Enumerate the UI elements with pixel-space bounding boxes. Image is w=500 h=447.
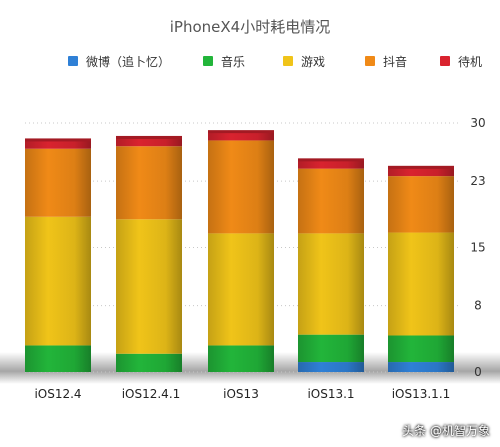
x-category-label: iOS13.1.1 <box>392 387 451 401</box>
bar-segment <box>298 362 364 372</box>
legend-item: 待机 <box>440 52 482 70</box>
bar-segment <box>298 334 364 363</box>
bar-segment <box>298 160 364 169</box>
chart-title: iPhoneX4小时耗电情况 <box>169 18 331 36</box>
x-category-label: iOS13 <box>223 387 259 401</box>
bar-segment <box>208 132 274 141</box>
bar-top-cap <box>25 138 91 142</box>
bar-segment <box>388 176 454 233</box>
bar-segment <box>388 335 454 363</box>
legend-item: 抖音 <box>365 52 407 70</box>
legend-swatch <box>203 56 213 66</box>
legend-label: 微博（追卜忆） <box>86 54 171 69</box>
legend-label: 音乐 <box>221 54 246 69</box>
y-tick-label: 23 <box>470 174 485 188</box>
bar-top-cap <box>298 158 364 162</box>
bar-segment <box>298 233 364 335</box>
x-category-label: iOS13.1 <box>307 387 354 401</box>
bar-segment <box>388 232 454 336</box>
bar-segment <box>388 362 454 372</box>
bar-segment <box>25 216 91 346</box>
bar-segment <box>208 345 274 372</box>
legend-label: 抖音 <box>383 54 408 69</box>
x-category-label: iOS12.4.1 <box>122 387 181 401</box>
legend-item: 音乐 <box>203 52 245 70</box>
bar-segment <box>208 140 274 234</box>
bar-top-cap <box>116 135 182 139</box>
bar-segment <box>116 353 182 372</box>
x-category-label: iOS12.4 <box>34 387 81 401</box>
bar-segment <box>25 140 91 149</box>
bar-segment <box>388 167 454 177</box>
y-tick-label: 30 <box>470 116 485 130</box>
bar-segment <box>116 146 182 220</box>
legend-swatch <box>440 56 450 66</box>
legend-swatch <box>365 56 375 66</box>
legend-item: 游戏 <box>283 52 325 70</box>
bar-segment <box>298 168 364 234</box>
y-tick-label: 8 <box>474 299 482 313</box>
bar-segment <box>25 345 91 372</box>
y-tick-label: 0 <box>474 365 482 379</box>
legend-item: 微博（追卜忆） <box>68 52 170 70</box>
bar-top-cap <box>208 130 274 134</box>
bar-segment <box>208 233 274 346</box>
legend-swatch <box>68 56 78 66</box>
bar-segment <box>116 219 182 354</box>
legend-label: 游戏 <box>301 54 326 69</box>
watermark: 头条 @机智万象 <box>402 424 490 438</box>
legend-label: 待机 <box>458 54 483 69</box>
y-tick-label: 15 <box>470 241 485 255</box>
legend: 微博（追卜忆） 音乐 游戏 抖音 待机 <box>60 52 500 70</box>
bar-top-cap <box>388 165 454 169</box>
bar-segment <box>116 137 182 147</box>
legend-swatch <box>283 56 293 66</box>
bar-segment <box>25 148 91 217</box>
